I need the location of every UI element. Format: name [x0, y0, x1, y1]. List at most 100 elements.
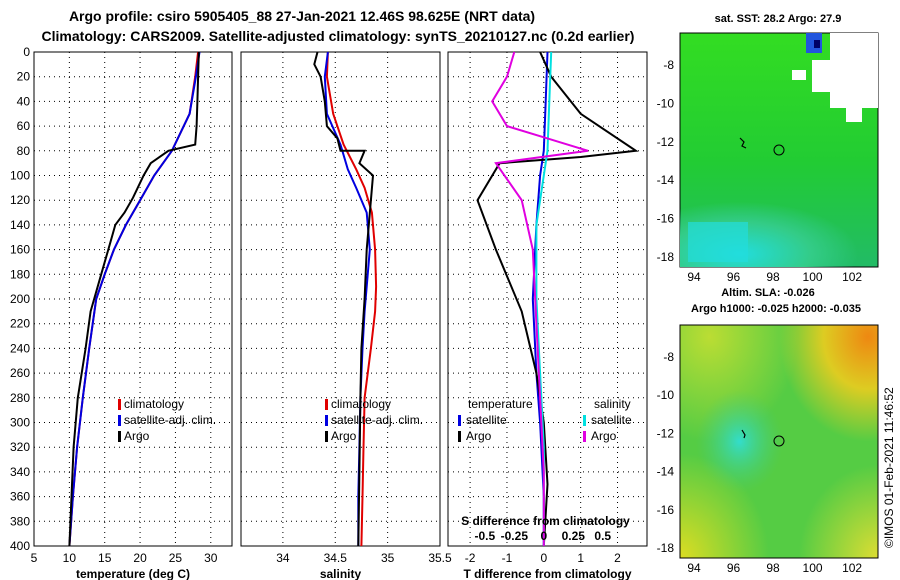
pressure-tick-label: 360 [10, 490, 30, 504]
difference-series-salinity-argo [491, 51, 589, 546]
legend-label: Argo [591, 429, 617, 443]
legend-label: climatology [331, 397, 391, 411]
pressure-tick-label: 60 [17, 119, 31, 133]
map-lat-tick-label: -12 [657, 135, 675, 149]
ssh-float-track [741, 429, 746, 439]
legend-swatch [118, 415, 121, 426]
salinity-x-tick-label: 35 [381, 551, 395, 565]
legend-label: climatology [124, 397, 184, 411]
pressure-tick-label: 320 [10, 440, 30, 454]
sst-dark-patch [814, 40, 820, 48]
map-lat-tick-label: -16 [657, 212, 675, 226]
pressure-tick-label: 100 [10, 169, 30, 183]
legend-swatch [458, 415, 461, 426]
pressure-tick-label: 140 [10, 218, 30, 232]
pressure-tick-label: 80 [17, 144, 31, 158]
pressure-tick-label: 280 [10, 391, 30, 405]
pressure-tick-label: 160 [10, 243, 30, 257]
legend-swatch [325, 431, 328, 442]
difference-series-temperature-satellite [531, 51, 549, 546]
s-difference-tick-label: 0 [540, 529, 547, 543]
map-lon-tick-label: 100 [803, 561, 823, 575]
title-line-1: Argo profile: csiro 5905405_88 27-Jan-20… [69, 8, 535, 24]
legend-salinity-title: salinity [594, 397, 631, 411]
legend-swatch [583, 415, 586, 426]
difference-x-tick-label: -2 [465, 551, 476, 565]
map-lat-tick-label: -8 [663, 350, 674, 364]
difference-x-tick-label: -1 [502, 551, 513, 565]
sst-float-track [739, 137, 747, 149]
map-lat-tick-label: -10 [657, 96, 675, 110]
sst-cyan-patch [688, 222, 748, 262]
salinity-x-tick-label: 34.5 [324, 551, 348, 565]
legend-label: satellite-adj. clim. [124, 413, 216, 427]
map-lon-tick-label: 96 [727, 270, 741, 284]
ssh-map-title-2: Argo h1000: -0.025 h2000: -0.035 [691, 303, 861, 315]
temperature-x-tick-label: 10 [63, 551, 77, 565]
difference-series-temperature-argo [476, 51, 639, 547]
sst-argo-location-marker [773, 144, 785, 156]
ssh-map-panel: Altim. SLA: -0.026 Argo h1000: -0.025 h2… [657, 287, 879, 575]
difference-x-tick-label: 0 [540, 551, 547, 565]
temperature-plot-frame [33, 51, 233, 547]
map-lon-tick-label: 94 [687, 561, 701, 575]
pressure-tick-label: 220 [10, 317, 30, 331]
sst-map-ticks: 94 96 98 100 102 -8 -10 -12 -14 -16 -18 [657, 58, 863, 284]
map-lat-tick-label: -16 [657, 503, 675, 517]
salinity-x-tick-label: 34 [276, 551, 290, 565]
temperature-x-tick-label: 25 [169, 551, 183, 565]
salinity-profile-panel: 34 34.5 35 35.5 salinity climatology satellite… [240, 51, 452, 580]
s-difference-tick-label: -0.25 [501, 529, 529, 543]
legend-swatch [118, 399, 121, 410]
difference-x-tick-label: 1 [577, 551, 584, 565]
map-lat-tick-label: -18 [657, 250, 675, 264]
temperature-x-tick-label: 5 [31, 551, 38, 565]
difference-series-salinity-satellite [535, 51, 553, 546]
legend-label: satellite-adj. clim. [331, 413, 423, 427]
legend-label: Argo [331, 429, 357, 443]
s-difference-tick-label: 0.25 [562, 529, 586, 543]
legend-label: satellite [591, 413, 632, 427]
ssh-argo-location-marker [773, 435, 785, 447]
pressure-tick-label: 260 [10, 366, 30, 380]
map-lon-tick-label: 102 [842, 561, 862, 575]
map-lon-tick-label: 94 [687, 270, 701, 284]
difference-profile-panel: -2 -1 0 1 2 T difference from climatology temp… [447, 51, 648, 580]
sst-map-panel: sat. SST: 28.2 Argo: 27.9 [657, 13, 879, 284]
pressure-tick-label: 40 [17, 94, 31, 108]
temperature-profile-panel: 0 20 40 60 80 100 120 140 160 180 200 220 240 260 280 3… [10, 45, 233, 580]
pressure-tick-label: 200 [10, 292, 30, 306]
map-lat-tick-label: -8 [663, 58, 674, 72]
ssh-map-title-1: Altim. SLA: -0.026 [721, 287, 815, 299]
pressure-tick-label: 20 [17, 70, 31, 84]
pressure-tick-label: 340 [10, 465, 30, 479]
legend-temperature-title: temperature [468, 397, 533, 411]
temperature-x-tick-label: 20 [133, 551, 147, 565]
temperature-x-tick-label: 15 [98, 551, 112, 565]
temperature-x-tick-label: 30 [204, 551, 218, 565]
legend-swatch [325, 399, 328, 410]
salinity-series-argo [313, 51, 375, 547]
ssh-map-frame [679, 324, 879, 559]
legend-swatch [583, 431, 586, 442]
s-difference-tick-label: 0.5 [594, 529, 611, 543]
salinity-plot-frame [240, 51, 441, 547]
map-lat-tick-label: -18 [657, 541, 675, 555]
pressure-tick-label: 180 [10, 267, 30, 281]
legend-swatch [118, 431, 121, 442]
map-lon-tick-label: 98 [766, 270, 780, 284]
salinity-series-climatology [325, 51, 378, 547]
legend-swatch [458, 431, 461, 442]
map-lat-tick-label: -14 [657, 173, 675, 187]
ssh-map-ticks: 94 96 98 100 102 -8 -10 -12 -14 -16 -18 [657, 350, 863, 575]
map-lat-tick-label: -12 [657, 426, 675, 440]
legend-swatch [325, 415, 328, 426]
salinity-x-tick-label: 35.5 [428, 551, 452, 565]
map-lon-tick-label: 98 [766, 561, 780, 575]
s-difference-tick-label: -0.5 [475, 529, 496, 543]
map-lon-tick-label: 96 [727, 561, 741, 575]
ssh-anomaly-se [680, 325, 878, 558]
pressure-tick-label: 120 [10, 193, 30, 207]
pressure-tick-label: 380 [10, 514, 30, 528]
